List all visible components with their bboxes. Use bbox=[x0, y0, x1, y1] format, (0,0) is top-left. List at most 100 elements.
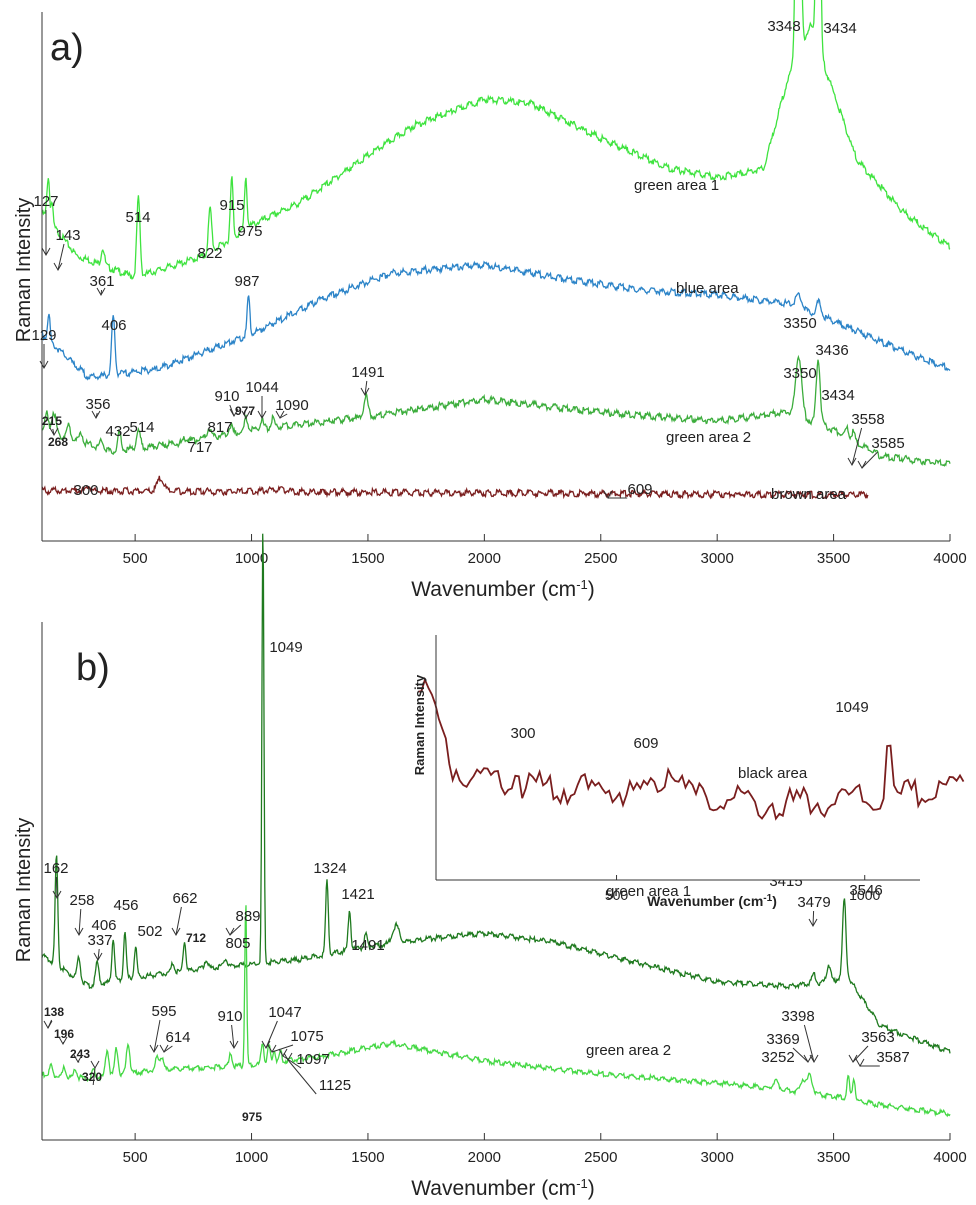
series-line-green-area-1 bbox=[41, 0, 951, 280]
peak-label-614: 614 bbox=[165, 1029, 190, 1046]
peak-arrowhead-1491 bbox=[360, 387, 370, 397]
peak-arrowhead-361 bbox=[96, 287, 106, 297]
peak-arrow-258 bbox=[78, 908, 82, 936]
x-tick-label: 1500 bbox=[351, 1149, 384, 1166]
peak-label-1075: 1075 bbox=[290, 1028, 323, 1045]
peak-label-3546: 3546 bbox=[849, 882, 882, 899]
peak-arrow-162 bbox=[55, 876, 58, 899]
x-tick-label: 3000 bbox=[700, 1149, 733, 1166]
peak-label-127: 127 bbox=[33, 193, 58, 210]
peak-arrowhead-3369 bbox=[803, 1054, 813, 1064]
x-tick-label: 1500 bbox=[351, 550, 384, 567]
peak-label-910: 910 bbox=[214, 388, 239, 405]
panel-a: 500 1000 1500 2000 2500 3000 3500 4000 a) Raman… bbox=[13, 0, 967, 601]
peak-label-143: 143 bbox=[55, 227, 80, 244]
peak-label-1049: 1049 bbox=[269, 639, 302, 656]
peak-label-987: 987 bbox=[234, 273, 259, 290]
peak-arrow-1097 bbox=[282, 1055, 302, 1069]
x-tick-label: 3500 bbox=[817, 1149, 850, 1166]
peak-label-502: 502 bbox=[137, 923, 162, 940]
inset-xlabel: Wavenumber (cm-1) bbox=[647, 893, 777, 910]
peak-arrowhead-889 bbox=[225, 927, 235, 937]
peak-arrow-3398 bbox=[803, 1024, 815, 1063]
peak-arrow-614 bbox=[163, 1045, 173, 1053]
peak-arrowhead-662 bbox=[171, 927, 181, 937]
peak-label-3252: 3252 bbox=[761, 1049, 794, 1066]
peak-label-514: 514 bbox=[129, 419, 154, 436]
peak-arrowhead-1047 bbox=[261, 1040, 271, 1050]
peak-arrow-910 bbox=[231, 1024, 235, 1049]
peak-label-361: 361 bbox=[89, 273, 114, 290]
peak-label-3350: 3350 bbox=[783, 365, 816, 382]
panel-b: 500 1000 1500 2000 2500 3000 3500 4000 b) Raman… bbox=[13, 533, 967, 1200]
x-tick-label: 2000 bbox=[468, 1149, 501, 1166]
peak-arrowhead-614 bbox=[159, 1044, 169, 1054]
series-label-b-green-area-2: green area 2 bbox=[586, 1042, 671, 1059]
inset-xlabel-main: Wavenumber (cm bbox=[647, 893, 763, 909]
peak-label-300: 300 bbox=[73, 482, 98, 499]
peak-label-138: 138 bbox=[44, 1005, 64, 1019]
panel-a-xlabel-main: Wavenumber (cm bbox=[411, 578, 576, 601]
inset-ylabel: Raman Intensity bbox=[412, 674, 427, 775]
peak-arrowhead-258 bbox=[74, 927, 84, 937]
series-line-black-area bbox=[417, 677, 965, 821]
peak-label-915: 915 bbox=[219, 197, 244, 214]
peak-label-320: 320 bbox=[82, 1070, 102, 1084]
peak-label-129: 129 bbox=[31, 327, 56, 344]
series-line-green-area-1 bbox=[41, 533, 951, 1054]
peak-label-662: 662 bbox=[172, 890, 197, 907]
peak-arrowhead-356 bbox=[91, 410, 101, 420]
peak-label-268: 268 bbox=[48, 435, 68, 449]
peak-label-609: 609 bbox=[633, 735, 658, 752]
series-label-green-area-1: green area 1 bbox=[634, 177, 719, 194]
peak-label-162: 162 bbox=[43, 860, 68, 877]
peak-label-356: 356 bbox=[85, 396, 110, 413]
peak-label-196: 196 bbox=[54, 1027, 74, 1041]
x-tick-label: 4000 bbox=[933, 1149, 966, 1166]
peak-arrowhead-1097 bbox=[278, 1048, 288, 1058]
peak-label-3434: 3434 bbox=[823, 20, 856, 37]
peak-label-1491: 1491 bbox=[351, 364, 384, 381]
peak-arrowhead-337 bbox=[93, 952, 103, 962]
peak-arrowhead-162 bbox=[52, 890, 62, 900]
peak-arrow-3563 bbox=[852, 1045, 869, 1063]
series-line-green-area-2 bbox=[41, 354, 951, 467]
peak-label-3398: 3398 bbox=[781, 1008, 814, 1025]
peak-label-712: 712 bbox=[186, 931, 206, 945]
x-tick-label: 3500 bbox=[817, 550, 850, 567]
panel-b-xlabel-main: Wavenumber (cm bbox=[411, 1177, 576, 1200]
peak-label-1491: 1491 bbox=[351, 937, 384, 954]
series-label-green-area-2: green area 2 bbox=[666, 429, 751, 446]
peak-arrowhead-3558 bbox=[847, 457, 857, 467]
peak-arrow-337 bbox=[97, 948, 100, 961]
peak-label-1049: 1049 bbox=[835, 699, 868, 716]
peak-label-805: 805 bbox=[225, 935, 250, 952]
peak-arrow-3558 bbox=[851, 427, 863, 466]
peak-arrowhead-143 bbox=[53, 262, 63, 272]
peak-arrow-1090 bbox=[279, 413, 288, 419]
peak-label-817: 817 bbox=[207, 419, 232, 436]
panel-b-xlabel-sup: -1 bbox=[576, 1176, 588, 1191]
peak-arrowhead-243 bbox=[73, 1054, 83, 1064]
peak-arrowhead-1125 bbox=[283, 1052, 293, 1062]
x-tick-label: 500 bbox=[605, 887, 629, 903]
peak-arrowhead-3563 bbox=[848, 1054, 858, 1064]
peak-label-717: 717 bbox=[187, 439, 212, 456]
peak-label-1125: 1125 bbox=[319, 1077, 351, 1094]
peak-arrowhead-1090 bbox=[275, 410, 285, 420]
peak-arrowhead-320 bbox=[90, 1060, 100, 1070]
peak-arrowhead-1044 bbox=[257, 410, 267, 420]
peak-label-258: 258 bbox=[69, 892, 94, 909]
peak-label-456: 456 bbox=[113, 897, 138, 914]
peak-label-975: 975 bbox=[242, 1110, 262, 1124]
peak-arrow-1075 bbox=[271, 1044, 294, 1053]
peak-arrowhead-138 bbox=[43, 1020, 53, 1030]
inset-chart: 500 1000 Raman Intensity Wavenumber (cm-1… bbox=[412, 635, 965, 910]
peak-label-977: 977 bbox=[235, 404, 255, 418]
x-tick-label: 500 bbox=[123, 1149, 148, 1166]
peak-arrowhead-215 bbox=[49, 427, 59, 437]
panel-a-label: a) bbox=[50, 27, 84, 69]
peak-label-1090: 1090 bbox=[275, 397, 308, 414]
series-label-b-green-area-1: green area 1 bbox=[606, 883, 691, 900]
peak-label-595: 595 bbox=[151, 1003, 176, 1020]
